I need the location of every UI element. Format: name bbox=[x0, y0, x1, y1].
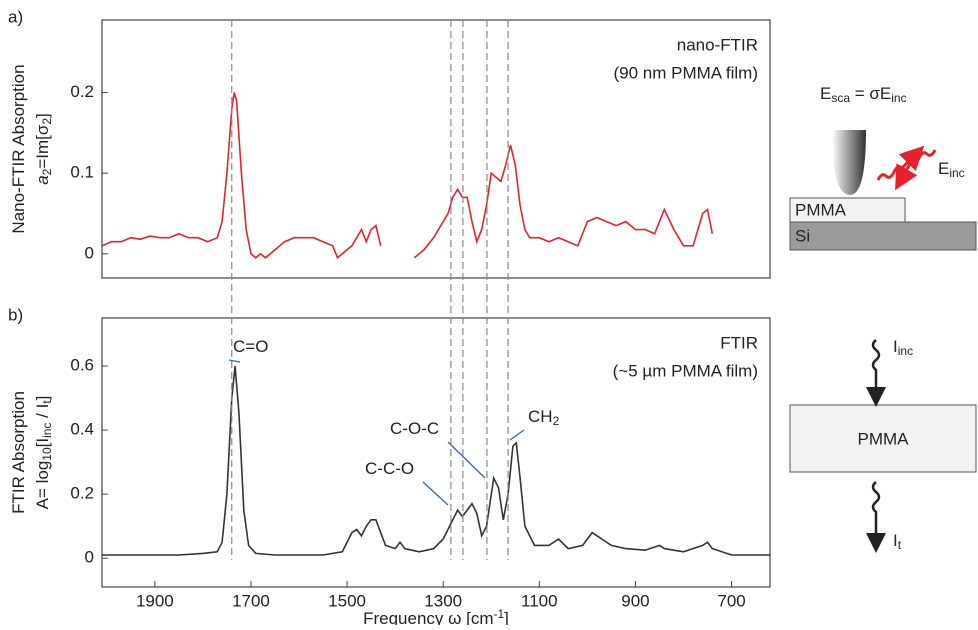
text-part: Frequency ω [cm bbox=[363, 609, 493, 625]
text-part: inc bbox=[898, 344, 913, 358]
spectrum-line bbox=[102, 365, 770, 556]
text-part: / I bbox=[33, 404, 52, 423]
x-tick-label: 1500 bbox=[328, 591, 366, 610]
scattered-field-label: Esca = σEinc bbox=[820, 84, 907, 104]
text-part: t bbox=[40, 400, 54, 404]
slab-label: PMMA bbox=[858, 429, 910, 448]
legend-subtitle: (~5 µm PMMA film) bbox=[613, 361, 758, 380]
scattered-arrow bbox=[876, 145, 925, 181]
plot-frame bbox=[101, 19, 771, 279]
plot-frame bbox=[101, 317, 771, 588]
spectrum-line bbox=[101, 92, 714, 260]
si-substrate bbox=[789, 221, 977, 251]
text-part: t bbox=[898, 538, 902, 552]
text-part: C-C-O bbox=[365, 459, 414, 478]
annotation-leader bbox=[447, 441, 486, 479]
text-part: A= log bbox=[33, 461, 52, 510]
x-tick-label: 1700 bbox=[232, 591, 270, 610]
y-tick-label: 0.4 bbox=[70, 420, 94, 439]
text-part: -1 bbox=[494, 607, 505, 621]
text-part: 2 bbox=[553, 414, 560, 428]
text-part: I bbox=[893, 531, 898, 550]
legend-title: FTIR bbox=[720, 333, 758, 352]
x-axis-label: Frequency ω [cm-1] bbox=[363, 607, 509, 625]
pmma-slab bbox=[789, 404, 977, 473]
text-part: CH bbox=[528, 407, 553, 426]
peak-annotation: CH2 bbox=[528, 407, 560, 427]
x-tick-label: 1900 bbox=[136, 591, 174, 610]
annotation-leader bbox=[422, 481, 449, 506]
tip bbox=[832, 130, 866, 195]
text-part: 2 bbox=[40, 168, 54, 175]
x-tick-label: 700 bbox=[717, 591, 745, 610]
panel-label: a) bbox=[8, 7, 23, 26]
text-part: C=O bbox=[233, 337, 268, 356]
y-axis-label: A= log10[Iinc / It] bbox=[33, 396, 53, 510]
legend-subtitle: (90 nm PMMA film) bbox=[613, 63, 758, 82]
incident-intensity-label: Iinc bbox=[893, 337, 913, 357]
text-part: I bbox=[893, 337, 898, 356]
text-part: 2 bbox=[40, 118, 54, 125]
incident-arrow bbox=[866, 339, 886, 407]
y-tick-label: 0.2 bbox=[70, 484, 94, 503]
text-part: [I bbox=[33, 438, 52, 447]
text-part: 10 bbox=[40, 447, 54, 461]
y-tick-label: 0.6 bbox=[70, 356, 94, 375]
text-part: Nano-FTIR Absorption bbox=[9, 64, 28, 233]
text-part: inc bbox=[40, 423, 54, 438]
y-tick-label: 0.2 bbox=[70, 82, 94, 101]
film-label: PMMA bbox=[795, 200, 847, 219]
text-part: E bbox=[938, 159, 949, 178]
y-axis-label: FTIR Absorption bbox=[9, 391, 28, 514]
text-part: ] bbox=[504, 609, 509, 625]
text-part: ] bbox=[33, 113, 52, 118]
text-part: FTIR Absorption bbox=[9, 391, 28, 514]
transmitted-intensity-label: It bbox=[893, 531, 902, 551]
peak-annotation: C-C-O bbox=[365, 459, 414, 478]
text-part: ] bbox=[33, 396, 52, 401]
incident-arrow bbox=[895, 149, 937, 191]
text-part: inc bbox=[891, 91, 906, 105]
incident-field-label: Einc bbox=[938, 159, 965, 179]
text-part: =Im[σ bbox=[33, 124, 52, 169]
panel-label: b) bbox=[8, 305, 23, 324]
y-axis-label: Nano-FTIR Absorption bbox=[9, 64, 28, 233]
y-axis-label: a2=Im[σ2] bbox=[33, 113, 53, 185]
annotation-leader bbox=[228, 359, 241, 363]
annotation-leader bbox=[509, 429, 525, 441]
x-tick-label: 1300 bbox=[424, 591, 462, 610]
legend-title: nano-FTIR bbox=[677, 35, 758, 54]
y-tick-label: 0 bbox=[85, 548, 94, 567]
x-tick-label: 900 bbox=[621, 591, 649, 610]
substrate-label: Si bbox=[795, 226, 810, 245]
text-part: C-O-C bbox=[390, 419, 439, 438]
pmma-film bbox=[789, 197, 906, 223]
peak-annotation: C=O bbox=[233, 337, 268, 356]
text-part: = σE bbox=[850, 84, 891, 103]
text-part: sca bbox=[831, 91, 850, 105]
text-part: a bbox=[33, 175, 52, 184]
y-tick-label: 0 bbox=[85, 243, 94, 262]
text-part: inc bbox=[949, 166, 964, 180]
y-tick-label: 0.1 bbox=[70, 163, 94, 182]
text-part: E bbox=[820, 84, 831, 103]
transmitted-arrow bbox=[866, 481, 886, 553]
peak-annotation: C-O-C bbox=[390, 419, 439, 438]
x-tick-label: 1100 bbox=[521, 591, 558, 610]
